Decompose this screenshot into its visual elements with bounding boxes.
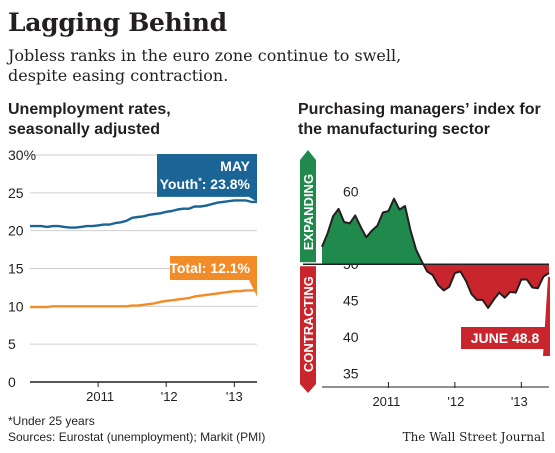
contracting-label: CONTRACTING [301,276,316,372]
footnote-sources: Sources: Eurostat (unemployment); Markit… [8,430,266,444]
total-series-line [30,289,257,309]
youth-callout-name: Youth [160,176,199,192]
right-y-tick-label: 60 [343,183,359,199]
right-x-tick-label: '12 [447,394,464,409]
right-chart-title: Purchasing managers’ index for the manuf… [298,100,541,140]
pmi-series-line [321,197,550,309]
youth-callout-note: * [198,176,202,186]
right-y-tick-label: 40 [343,329,359,345]
left-y-tick-label: 10 [8,298,24,314]
youth-callout-month: MAY [220,158,250,174]
june-callout-label: JUNE 48.8 [471,330,540,346]
pmi-contracting-area [423,264,549,308]
left-x-tick-label: '13 [226,389,243,404]
footnote-youth: *Under 25 years [8,414,95,428]
june-callout-box [461,327,550,349]
left-y-tick-label: 30% [8,147,36,163]
youth-callout-box [157,154,257,202]
left-chart-title-line-2: seasonally adjusted [8,121,161,138]
youth-callout-label: Youth*: 23.8% [160,176,251,192]
left-chart-title-line-1: Unemployment rates, [8,101,171,118]
credit: The Wall Street Journal [402,430,545,444]
dek-line-1: Jobless ranks in the euro zone continue … [8,46,402,65]
right-x-tick-label: '13 [511,394,528,409]
headline: Lagging Behind [8,8,227,37]
right-chart-title-line-1: Purchasing managers’ index for [298,101,541,118]
dek-line-2: despite easing contraction. [8,66,229,85]
total-callout-box [170,256,257,297]
left-y-tick-label: 0 [8,374,16,390]
left-x-tick-label: '12 [161,389,178,404]
youth-series-line [30,199,257,229]
expanding-arrow [300,150,316,263]
contracting-arrow [300,266,316,393]
right-chart-title-line-2: the manufacturing sector [298,121,491,138]
pmi-expanding-area [322,198,549,265]
left-y-tick-label: 5 [8,336,16,352]
left-y-tick-label: 25 [8,185,24,201]
left-x-tick-label: 2011 [86,389,114,404]
left-chart-title: Unemployment rates, seasonally adjusted [8,100,171,140]
dek: Jobless ranks in the euro zone continue … [8,46,428,86]
left-y-tick-label: 20 [8,223,24,239]
right-x-tick-label: 2011 [372,394,400,409]
expanding-label: EXPANDING [301,174,316,250]
right-y-tick-label: 45 [343,293,359,309]
right-y-tick-label: 35 [343,365,359,381]
left-y-tick-label: 15 [8,261,24,277]
total-callout-label: Total: 12.1% [169,260,250,276]
youth-callout-value: : 23.8% [202,176,251,192]
